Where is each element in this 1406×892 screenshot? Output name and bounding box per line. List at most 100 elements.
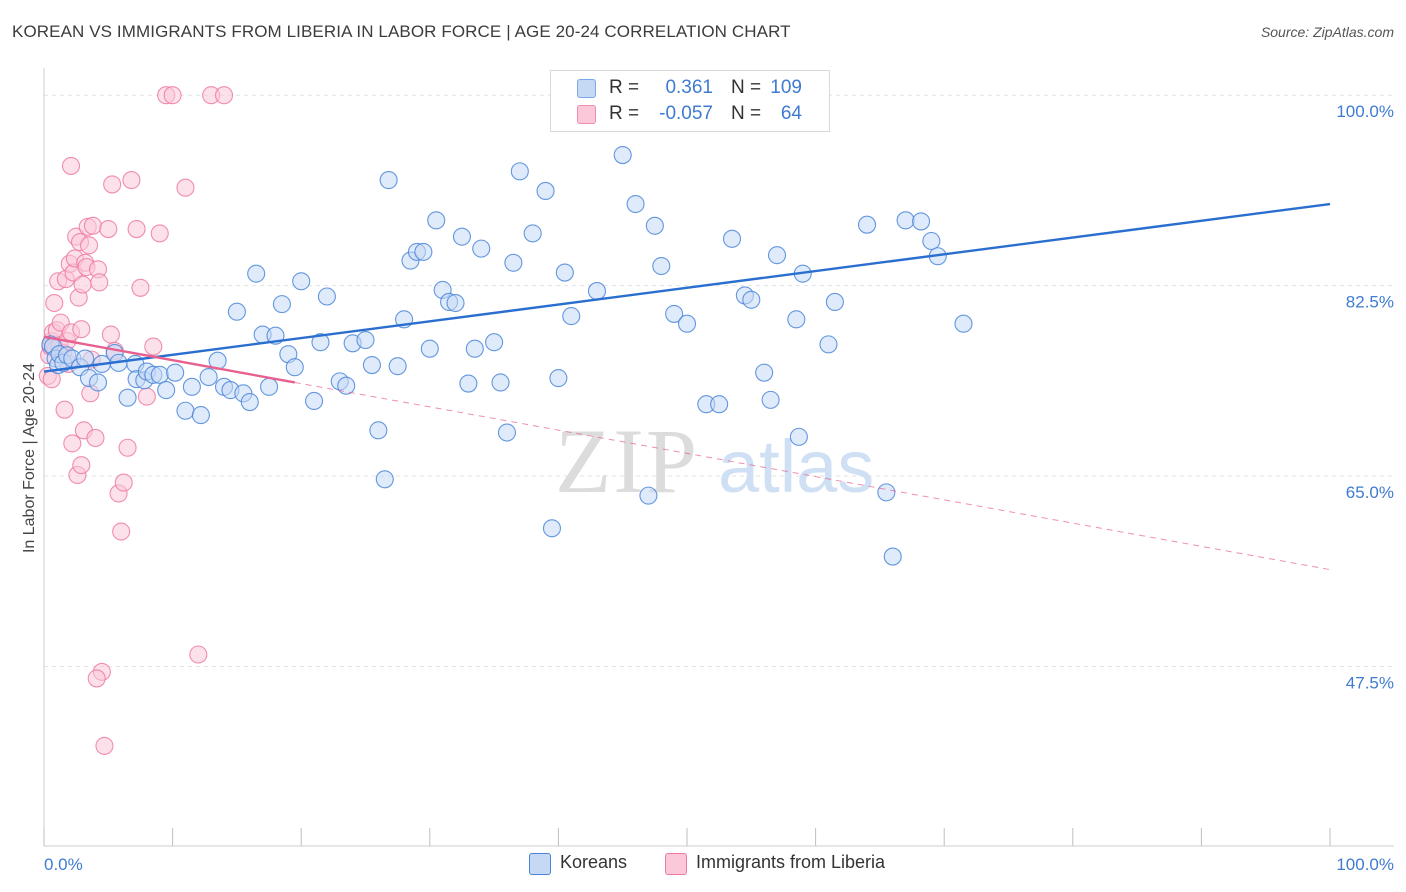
korean-point-87 (677, 314, 697, 333)
liberia-point-25 (73, 275, 92, 294)
korean-point-93 (755, 363, 774, 382)
korean-point-49 (362, 356, 381, 375)
n-label: N = (731, 103, 762, 124)
chart-title: KOREAN VS IMMIGRANTS FROM LIBERIA IN LAB… (12, 22, 791, 41)
r-label: R = (609, 77, 640, 98)
korean-point-59 (427, 211, 446, 230)
y-tick-label-1: 82.5% (1346, 293, 1394, 312)
korean-point-48 (356, 330, 375, 350)
korean-point-51 (375, 470, 394, 489)
y-tick-labels: 100.0% 82.5% 65.0% 47.5% (1336, 102, 1394, 692)
liberia-point-39 (101, 325, 120, 344)
liberia-point-57 (61, 156, 81, 175)
korean-point-31 (227, 302, 246, 321)
liberia-swatch (577, 105, 596, 124)
n-label: N = (731, 77, 762, 98)
korean-point-64 (459, 374, 478, 393)
korean-point-92 (742, 290, 761, 309)
liberia-point-12 (55, 400, 74, 419)
x-tick-label-max: 100.0% (1336, 855, 1394, 874)
y-tick-label-3: 47.5% (1346, 673, 1394, 692)
korean-point-76 (555, 263, 574, 282)
korean-point-99 (819, 335, 838, 354)
korean-point-94 (761, 390, 780, 409)
korean-point-66 (472, 239, 491, 258)
korean-point-79 (587, 282, 607, 301)
series-legend: Koreans Immigrants from Liberia (0, 852, 1406, 878)
korean-point-104 (896, 211, 915, 230)
liberia-point-5 (45, 293, 64, 313)
korean-trend-line (43, 202, 1331, 373)
liberia-point-35 (90, 273, 109, 292)
liberia-point-47 (131, 278, 150, 297)
liberia-point-46 (127, 219, 146, 239)
y-axis-title: In Labor Force | Age 20-24 (21, 363, 38, 553)
korean-point-85 (652, 256, 671, 276)
liberia-point-24 (72, 456, 91, 475)
korean-point-90 (722, 229, 742, 248)
korean-point-33 (240, 393, 259, 412)
liberia-point-38 (99, 219, 118, 239)
n-value: 109 (770, 77, 802, 98)
korean-point-95 (767, 246, 787, 265)
korean-point-71 (510, 162, 529, 181)
korean-point-89 (710, 395, 729, 414)
korean-point-84 (645, 216, 664, 235)
korean-point-106 (922, 231, 941, 251)
r-value: 0.361 (665, 77, 713, 98)
liberia-point-37 (95, 736, 114, 755)
korean-point-69 (497, 423, 517, 442)
liberia-point-30 (79, 236, 99, 255)
liberia-point-43 (114, 473, 133, 492)
korean-point-77 (562, 307, 581, 326)
liberia-point-52 (163, 86, 182, 105)
y-tick-label-2: 65.0% (1346, 483, 1394, 502)
n-value: 64 (780, 103, 802, 124)
korean-point-74 (542, 519, 562, 538)
korean-point-72 (523, 224, 542, 243)
korean-point-70 (504, 253, 523, 272)
korean-point-105 (912, 212, 931, 231)
korean-point-52 (379, 171, 398, 190)
liberia-point-56 (214, 86, 234, 105)
r-label: R = (609, 103, 640, 124)
korean-point-15 (118, 388, 137, 407)
korean-point-50 (369, 421, 388, 440)
korean-point-22 (157, 381, 176, 400)
korean-point-40 (285, 358, 304, 377)
liberia-point-17 (63, 434, 82, 453)
watermark: ZIP atlas (555, 410, 874, 512)
korean-point-101 (857, 215, 877, 234)
r-value: -0.057 (659, 103, 713, 124)
korean-point-108 (954, 314, 973, 333)
korean-point-75 (549, 369, 568, 388)
liberia-trend-line (43, 335, 295, 384)
korean-point-42 (305, 391, 324, 411)
korean-point-102 (877, 483, 896, 502)
korean-point-58 (420, 339, 439, 358)
korean-point-21 (150, 365, 169, 384)
stats-row-liberia: R = -0.057 N = 64 (551, 101, 829, 127)
y-tick-label-0: 100.0% (1336, 102, 1394, 121)
stats-legend: R = 0.361 N = 109 R = -0.057 N = 64 (550, 70, 830, 132)
korean-point-23 (166, 363, 185, 382)
liberia-point-42 (112, 522, 131, 541)
liberia-point-54 (189, 645, 208, 664)
koreans-legend-swatch (529, 853, 551, 875)
liberia-point-33 (86, 428, 105, 448)
korean-point-82 (626, 194, 645, 214)
korean-point-38 (272, 295, 291, 314)
liberia-point-48 (137, 387, 156, 406)
korean-point-26 (191, 406, 210, 425)
liberia-point-49 (144, 337, 163, 356)
liberia-legend-swatch (665, 853, 687, 875)
korean-point-27 (199, 367, 218, 387)
trend-lines (43, 202, 1331, 571)
liberia-point-58 (103, 175, 122, 194)
korean-point-44 (317, 287, 336, 306)
korean-point-41 (292, 272, 311, 291)
korean-point-11 (88, 373, 108, 392)
korean-point-97 (789, 427, 808, 446)
liberia-point-62 (87, 669, 106, 688)
